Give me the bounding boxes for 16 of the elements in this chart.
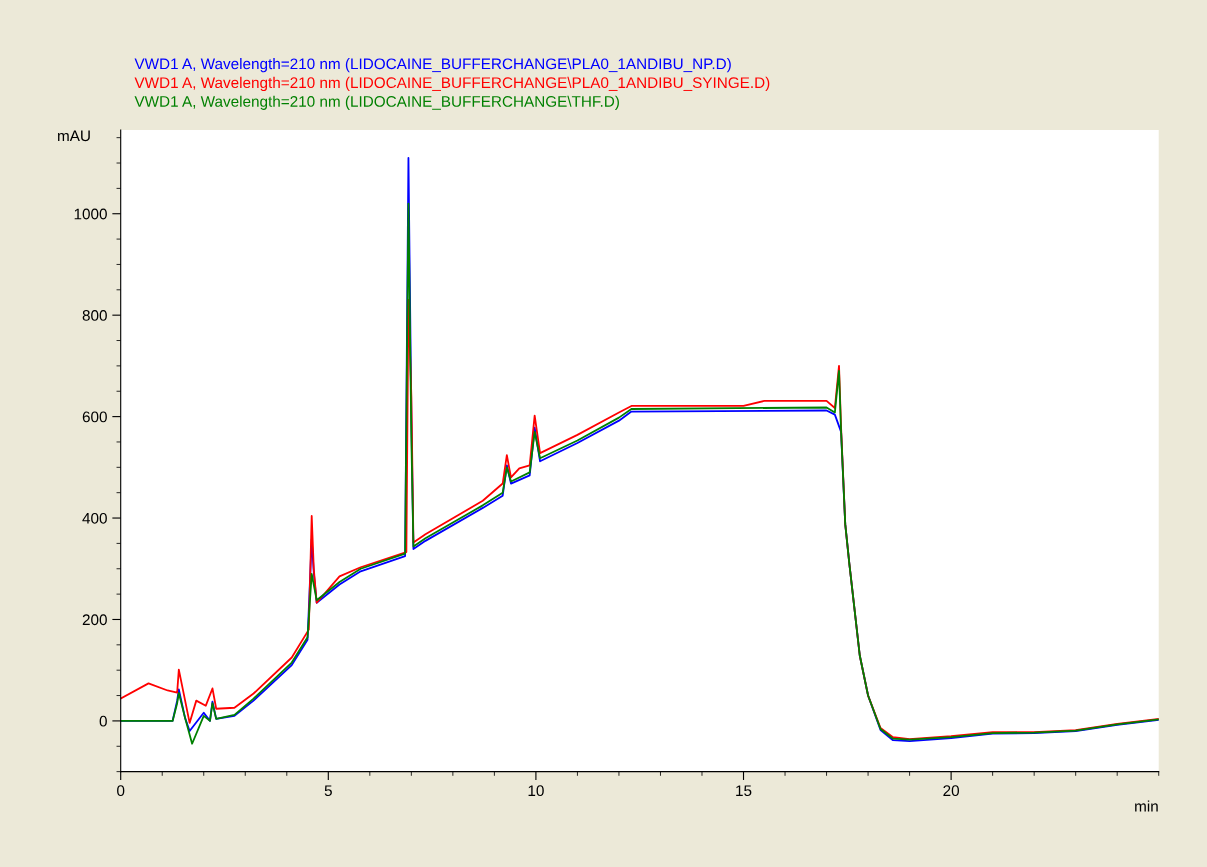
- x-tick-label: 10: [528, 785, 544, 797]
- y-tick-label: 400: [82, 512, 107, 524]
- x-tick-label: 15: [736, 785, 752, 797]
- text: VWD1 A, Wavelength=210 nm (LIDOCAINE_BUFFERCHANGE\PLA0_1ANDIBU_NP.D): [134, 57, 731, 73]
- y-tick-label: 0: [99, 715, 107, 727]
- x-tick-label: 5: [324, 785, 332, 797]
- x-tick-label: 20: [943, 785, 960, 797]
- text: VWD1 A, Wavelength=210 nm (LIDOCAINE_BUFFERCHANGE\THF.D): [134, 95, 619, 110]
- x-tick-label: 0: [117, 785, 125, 797]
- x-axis-title: min: [1135, 800, 1158, 812]
- y-tick-label: 1000: [74, 208, 107, 220]
- text: VWD1 A, Wavelength=210 nm (LIDOCAINE_BUFFERCHANGE\PLA0_1ANDIBU_SYINGE.D): [134, 76, 770, 92]
- y-axis-title: mAU: [58, 130, 90, 142]
- y-tick-label: 800: [82, 310, 107, 321]
- y-tick-label: 600: [82, 411, 107, 423]
- y-tick-label: 200: [82, 614, 107, 626]
